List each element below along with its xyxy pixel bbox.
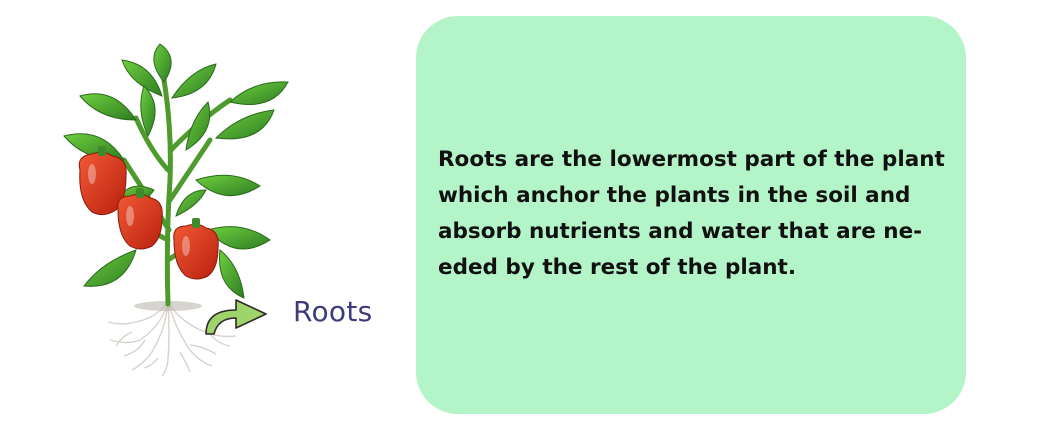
red-peppers (78, 151, 219, 280)
pepper-plant-icon (63, 43, 289, 377)
info-card: Roots are the lowermost part of the plan… (416, 16, 966, 414)
pepper-middle (117, 193, 163, 250)
pepper-highlights (88, 164, 190, 256)
roots-description: Roots are the lowermost part of the plan… (438, 147, 945, 280)
roots-label: Roots (293, 295, 373, 328)
pepper-left (78, 151, 127, 216)
pepper-right (173, 223, 219, 280)
curved-arrow-icon (205, 299, 267, 335)
pepper-stems (98, 146, 200, 228)
